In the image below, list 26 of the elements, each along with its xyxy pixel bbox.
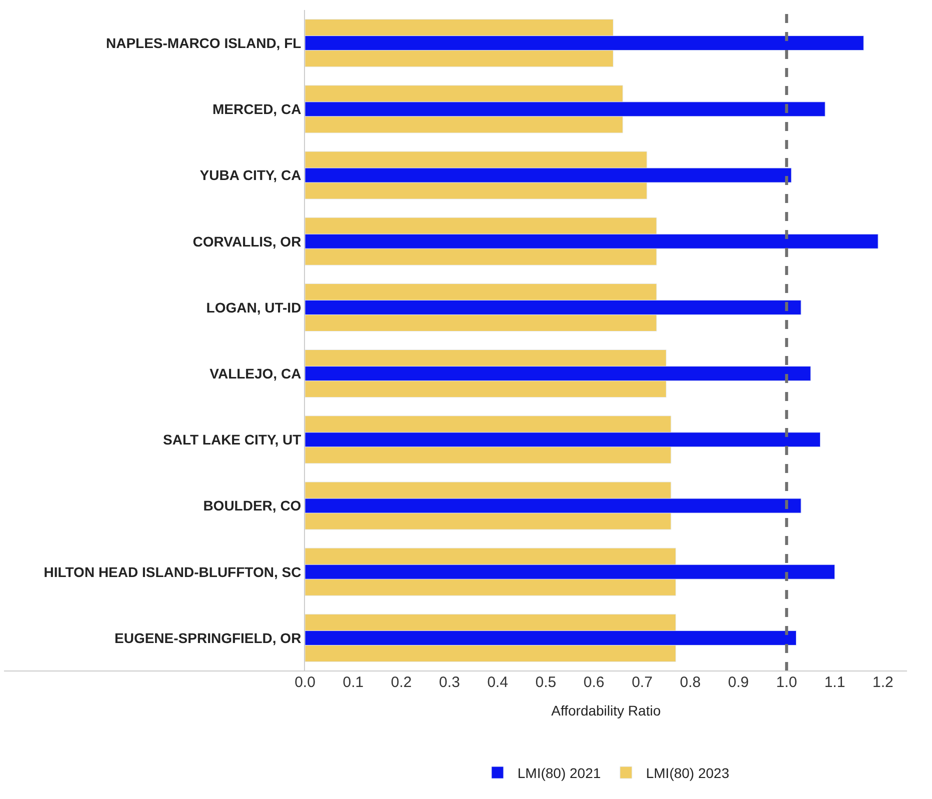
y-tick-label: CORVALLIS, OR xyxy=(192,233,302,250)
x-tick-label: 0.0 xyxy=(294,674,316,691)
x-tick-label: 0.7 xyxy=(632,674,653,691)
legend-label: LMI(80) 2023 xyxy=(646,764,730,781)
x-tick-label: 0.1 xyxy=(342,674,364,691)
y-tick-label: HILTON HEAD ISLAND-BLUFFTON, SC xyxy=(44,564,302,580)
x-tick-label: 0.4 xyxy=(487,674,508,691)
x-axis-title: Affordability Ratio xyxy=(551,702,661,718)
y-tick-label: MERCED, CA xyxy=(212,101,302,118)
x-tick-label: 0.9 xyxy=(728,674,749,691)
y-tick-label: VALLEJO, CA xyxy=(210,365,302,382)
x-tick-label: 1.0 xyxy=(776,674,798,691)
y-tick-label: EUGENE-SPRINGFIELD, OR xyxy=(114,630,302,646)
x-tick-label: 0.5 xyxy=(535,674,556,691)
x-tick-label: 0.8 xyxy=(680,674,701,691)
x-tick-label: 0.2 xyxy=(390,674,412,691)
x-tick-label: 1.2 xyxy=(872,674,894,691)
y-tick-label: SALT LAKE CITY, UT xyxy=(163,432,302,448)
legend-label: LMI(80) 2021 xyxy=(518,764,601,781)
y-tick-label: LOGAN, UT-ID xyxy=(206,299,302,316)
x-tick-label: 1.1 xyxy=(824,674,846,691)
x-tick-label: 0.6 xyxy=(584,674,604,691)
x-tick-label: 0.3 xyxy=(439,674,460,691)
y-tick-label: YUBA CITY, CA xyxy=(200,167,302,184)
y-tick-label: NAPLES-MARCO ISLAND, FL xyxy=(106,34,302,51)
y-tick-label: BOULDER, CO xyxy=(203,498,302,514)
